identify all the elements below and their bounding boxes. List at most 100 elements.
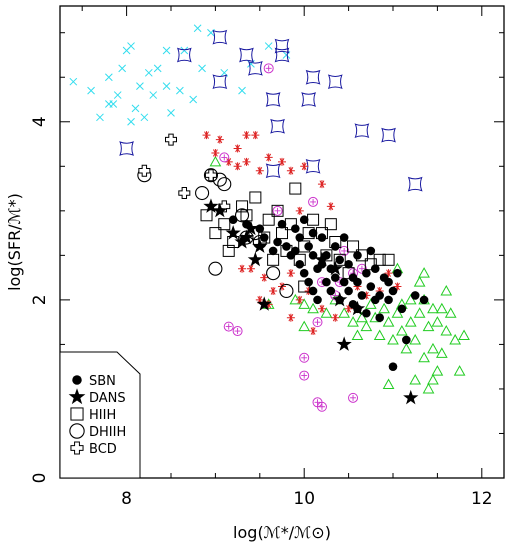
data-point-open-square-14 <box>307 213 320 226</box>
data-point-asterisk-29 <box>384 269 393 278</box>
legend: SBN DANS HIIH DHIIH BCD <box>59 351 141 479</box>
data-point-open-cross-2 <box>178 187 191 200</box>
data-point-cross-27 <box>264 42 273 50</box>
data-point-star4-7 <box>274 38 290 54</box>
data-point-open-square-26 <box>222 244 235 257</box>
data-point-filled-star-13 <box>314 251 330 267</box>
data-point-filled-circle-58 <box>366 246 376 256</box>
data-point-open-square-27 <box>258 231 271 244</box>
data-point-filled-circle-15 <box>308 286 318 296</box>
data-point-open-square-29 <box>298 280 311 293</box>
data-point-asterisk-28 <box>375 286 384 295</box>
data-point-filled-circle-48 <box>393 268 402 278</box>
data-point-open-triangle-33 <box>435 347 448 358</box>
data-point-cross-15 <box>162 46 171 55</box>
data-point-target-10 <box>232 326 243 337</box>
data-point-open-triangle-29 <box>427 342 439 354</box>
data-point-open-triangle-34 <box>440 325 453 336</box>
data-point-filled-circle-4 <box>273 237 282 247</box>
data-point-filled-circle-53 <box>388 362 398 371</box>
data-point-asterisk-16 <box>295 206 304 215</box>
data-point-open-cross-1 <box>165 133 177 146</box>
tick-labels: 8 10 12 0 2 4 <box>30 116 493 509</box>
data-point-cross-12 <box>144 68 153 77</box>
data-point-filled-circle-55 <box>291 224 300 233</box>
legend-label: DANS <box>89 391 126 406</box>
data-point-target-4 <box>339 245 350 256</box>
data-point-open-square-5 <box>249 191 262 204</box>
data-point-filled-circle-38 <box>362 308 371 318</box>
data-point-asterisk-14 <box>317 180 326 189</box>
data-point-filled-circle-51 <box>410 291 420 300</box>
data-point-filled-star-11 <box>336 336 352 351</box>
data-point-cross-8 <box>127 42 135 50</box>
y-axis-label: log(SFR/ℳ*) <box>5 193 24 291</box>
data-point-filled-circle-25 <box>330 273 340 282</box>
y-tick-label: 2 <box>30 294 50 305</box>
data-point-asterisk-36 <box>269 286 278 295</box>
data-point-open-circle-1 <box>195 185 210 201</box>
data-point-cross-14 <box>153 64 162 73</box>
data-point-asterisk-30 <box>393 282 402 291</box>
data-point-filled-circle-41 <box>370 264 380 274</box>
x-axis-label: log(ℳ*/ℳ⊙) <box>233 523 331 542</box>
legend-label: DHIIH <box>89 425 126 440</box>
data-point-filled-circle-47 <box>388 286 398 296</box>
data-point-star4-0 <box>119 141 134 156</box>
data-point-open-triangle-45 <box>298 320 311 332</box>
data-point-asterisk-15 <box>326 202 335 211</box>
data-point-filled-star-12 <box>349 300 366 316</box>
data-point-cross-22 <box>198 64 206 73</box>
data-point-open-triangle-15 <box>382 316 395 327</box>
data-point-open-triangle-13 <box>373 329 386 341</box>
data-point-open-triangle-30 <box>431 316 444 327</box>
data-point-open-square-22 <box>364 258 377 271</box>
data-point-filled-circle-10 <box>295 259 305 269</box>
data-point-star4-2 <box>212 29 228 45</box>
data-point-asterisk-11 <box>224 157 233 166</box>
data-point-star4-8 <box>274 47 290 63</box>
data-point-cross-0 <box>69 77 78 86</box>
data-point-asterisk-6 <box>278 157 286 166</box>
data-point-cross-9 <box>127 117 135 126</box>
data-point-asterisk-10 <box>233 162 242 171</box>
data-point-open-triangle-8 <box>347 316 359 327</box>
data-point-cross-11 <box>136 82 144 91</box>
data-point-open-cross-4 <box>218 200 231 213</box>
legend-label: HIIH <box>89 408 116 423</box>
data-point-asterisk-20 <box>286 269 295 278</box>
data-point-open-triangle-11 <box>364 298 377 309</box>
data-point-cross-18 <box>176 86 184 95</box>
data-point-filled-circle-56 <box>308 228 318 238</box>
data-point-asterisk-32 <box>286 313 295 322</box>
data-point-open-circle-11 <box>266 266 281 281</box>
data-point-filled-circle-45 <box>384 295 393 305</box>
data-point-star4-3 <box>212 74 228 90</box>
data-point-open-square-28 <box>267 253 280 266</box>
data-point-filled-circle-28 <box>339 277 349 287</box>
x-tick-label: 8 <box>121 489 132 509</box>
data-point-open-square-0 <box>200 209 213 222</box>
data-point-cross-1 <box>87 86 95 95</box>
data-point-open-triangle-24 <box>413 307 426 318</box>
data-point-asterisk-0 <box>202 131 211 140</box>
data-point-filled-star-3 <box>234 234 250 249</box>
data-point-open-circle-10 <box>279 283 294 299</box>
data-point-cross-25 <box>238 86 246 95</box>
legend-marker-filled-star <box>68 388 86 405</box>
data-point-open-triangle-7 <box>338 307 351 318</box>
data-point-open-square-23 <box>373 253 386 266</box>
data-point-open-circle-4 <box>217 177 232 192</box>
data-point-filled-star-7 <box>238 229 255 245</box>
data-point-cross-4 <box>104 73 113 82</box>
data-point-open-triangle-36 <box>449 333 462 345</box>
data-point-open-cross-3 <box>204 169 217 182</box>
data-point-asterisk-25 <box>344 304 353 313</box>
data-point-open-triangle-16 <box>387 333 399 345</box>
data-point-cross-16 <box>162 82 171 91</box>
data-point-open-triangle-47 <box>422 382 435 394</box>
data-point-open-triangle-4 <box>307 302 319 314</box>
data-point-filled-circle-8 <box>291 246 300 256</box>
data-point-asterisk-27 <box>362 291 371 300</box>
data-point-target-7 <box>312 317 323 328</box>
